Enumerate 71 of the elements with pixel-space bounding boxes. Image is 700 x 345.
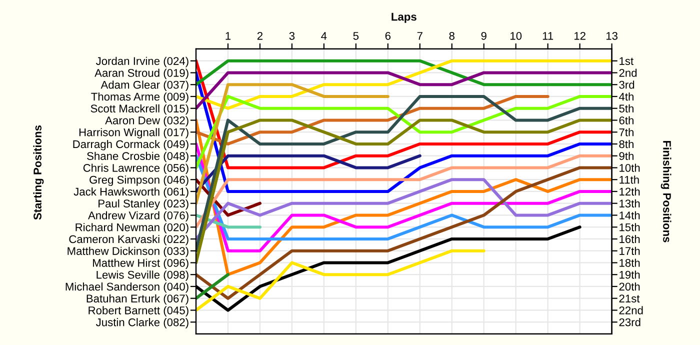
y-tick-label: 7th	[619, 128, 634, 136]
y-tick-label: 16th	[620, 234, 640, 244]
y-tick-label: 1st	[620, 57, 634, 65]
category-label: Scott Mackrell (015)	[90, 104, 188, 115]
y-tick-label: 2nd	[619, 68, 637, 77]
y-tick-label: 6th	[619, 116, 634, 124]
category-label: Chris Lawrence (056)	[83, 164, 188, 174]
x-tick-label: 9	[481, 32, 486, 40]
x-tick-label: 2	[257, 32, 262, 40]
category-label: Greg Simpson (046)	[90, 176, 188, 186]
y-tick-label: 19th	[620, 270, 640, 279]
y-tick-label: 10th	[620, 164, 640, 172]
x-tick-label: 1	[226, 32, 231, 40]
x-tick-label: 3	[289, 32, 295, 40]
y-tick-label: 14th	[620, 211, 640, 220]
x-tick-label: 6	[385, 32, 391, 40]
line-series	[196, 94, 612, 170]
line-series	[196, 94, 550, 146]
category-label: Harrison Wignall (017)	[79, 128, 188, 138]
line-series	[196, 166, 612, 300]
category-label: Lewis Seville (098)	[96, 270, 188, 281]
category-label: Aaron Dew (032)	[105, 116, 188, 127]
category-label: Michael Sanderson (040)	[66, 282, 188, 293]
line-series	[196, 59, 612, 110]
category-label: Cameron Karvaski (022)	[69, 234, 188, 246]
line-series	[196, 71, 612, 194]
x-tick-label: 5	[353, 32, 359, 40]
y-tick-label: 23rd	[619, 318, 640, 326]
x-tick-label: 8	[449, 32, 454, 40]
category-label: Batuhan Erturk (067)	[86, 294, 188, 305]
category-label: Matthew Hirst (096)	[93, 258, 188, 270]
y-tick-label: 18th	[620, 258, 640, 267]
category-label: Shane Crosbie (048)	[87, 152, 188, 162]
y-tick-label: 13th	[620, 199, 640, 208]
y-tick-label: 15th	[620, 223, 640, 232]
x-tick-label: 11	[542, 32, 554, 40]
y-tick-label: 5th	[619, 104, 634, 112]
x-tick-label: 12	[574, 32, 586, 40]
y-tick-label: 8th	[619, 140, 634, 148]
y-tick-label: 20th	[619, 282, 640, 291]
category-label: Justin Clarke (082)	[96, 318, 188, 328]
category-label: Matthew Dickinson (033)	[68, 246, 188, 258]
line-series	[196, 249, 486, 312]
x-tick-label: 10	[510, 32, 522, 40]
y-tick-label: 4th	[619, 92, 634, 101]
category-label: Adam Glear (037)	[100, 80, 188, 91]
y-tick-label: 17th	[620, 246, 640, 255]
category-label: Paul Stanley (023)	[98, 199, 188, 210]
line-series	[196, 59, 612, 170]
y-tick-label: 9th	[619, 152, 634, 160]
line-series	[196, 94, 612, 252]
y-tick-label: 11th	[620, 176, 639, 184]
category-label: Richard Newman (020)	[76, 223, 188, 234]
y-tick-label: 21st	[619, 294, 640, 302]
category-label: Jack Hawksworth (061)	[74, 187, 188, 198]
category-label: Robert Barnett (045)	[88, 306, 188, 317]
y-tick-label: 22nd	[619, 306, 643, 314]
x-tick-label: 7	[417, 32, 422, 40]
x-tick-label: 4	[321, 32, 327, 40]
y-axis-title: Finishing Positions	[660, 140, 672, 242]
x-axis-title: Laps	[392, 12, 416, 23]
x-tick-label: 13	[606, 32, 618, 40]
text: Starting Positions	[33, 125, 44, 220]
y-tick-label: 12th	[620, 187, 640, 196]
category-label: Aaran Stroud (019)	[94, 68, 188, 80]
line-series	[196, 178, 612, 240]
category-label: Thomas Arme (009)	[91, 92, 188, 103]
y-tick-label: 3rd	[619, 80, 634, 89]
category-label: Jordan Irvine (024)	[96, 56, 188, 68]
category-label: Darragh Cormack (049)	[73, 140, 188, 150]
category-label: Andrew Vizard (076)	[88, 211, 188, 222]
